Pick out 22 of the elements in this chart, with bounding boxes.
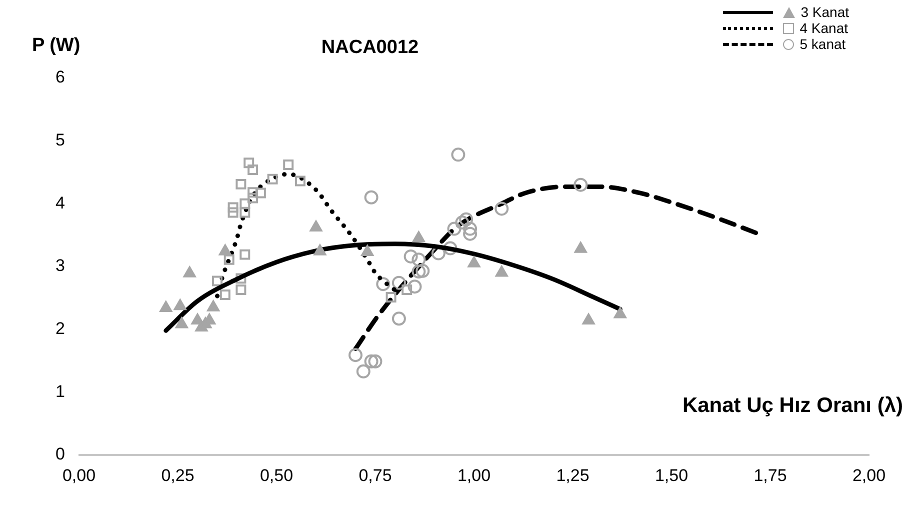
- x-axis-title: Kanat Uç Hız Oranı (λ): [682, 394, 903, 417]
- x-tick-label: 1,50: [654, 466, 688, 485]
- chart-title: NACA0012: [321, 37, 419, 58]
- x-tick-label: 0,00: [62, 466, 96, 485]
- legend-label: 5 kanat: [800, 36, 846, 52]
- y-tick-label: 0: [56, 444, 65, 464]
- y-tick-label: 1: [56, 382, 65, 401]
- x-tick-label: 1,00: [457, 466, 491, 485]
- x-tick-label: 2,00: [852, 466, 886, 485]
- x-tick-label: 1,25: [556, 466, 590, 485]
- y-tick-label: 4: [56, 193, 65, 212]
- legend-label: 3 Kanat: [800, 4, 849, 20]
- y-tick-label: 2: [56, 319, 65, 338]
- x-tick-label: 0,75: [358, 466, 392, 485]
- y-tick-label: 3: [56, 256, 65, 276]
- x-tick-label: 1,75: [754, 466, 787, 485]
- y-tick-label: 5: [56, 130, 65, 150]
- legend-label: 4 Kanat: [800, 20, 848, 36]
- x-tick-label: 0,25: [161, 466, 194, 485]
- x-tick-label: 0,50: [260, 466, 294, 485]
- y-tick-label: 6: [56, 68, 65, 87]
- y-axis-title: P (W): [32, 35, 80, 56]
